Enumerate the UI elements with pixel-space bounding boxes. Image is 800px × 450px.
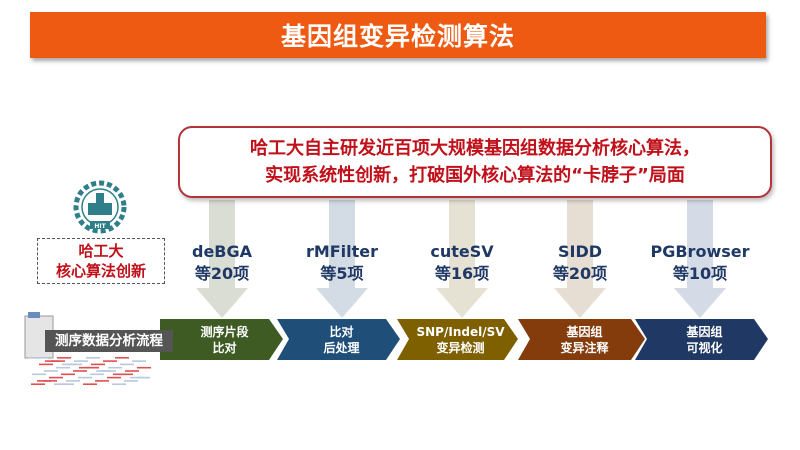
callout-box: 哈工大自主研发近百项大规模基因组数据分析核心算法， 实现系统性创新，打破国外核心… bbox=[178, 126, 772, 198]
stage-label-line-2: 后处理 bbox=[323, 341, 360, 355]
innovation-line-1: 哈工大 bbox=[78, 242, 124, 260]
stage-tool: PGBrowser 等10项 bbox=[640, 241, 760, 285]
read-mark bbox=[112, 383, 126, 385]
stage-label: 基因组 变异注释 bbox=[535, 324, 635, 356]
tool-name: cuteSV bbox=[430, 242, 494, 261]
stage-label: 测序片段 比对 bbox=[175, 324, 275, 356]
read-mark bbox=[85, 366, 99, 369]
innovation-box: 哈工大 核心算法创新 bbox=[37, 238, 165, 284]
read-mark bbox=[74, 360, 88, 362]
down-arrow-icon bbox=[316, 200, 368, 318]
stage-tool: cuteSV 等16项 bbox=[402, 241, 522, 285]
read-mark bbox=[73, 370, 87, 372]
tool-count: 等10项 bbox=[672, 264, 728, 283]
stage-label: 基因组 可视化 bbox=[655, 324, 755, 356]
read-mark bbox=[132, 360, 146, 362]
read-mark bbox=[32, 373, 46, 376]
tool-name: rMFilter bbox=[305, 242, 379, 261]
read-mark bbox=[66, 380, 80, 382]
read-mark bbox=[61, 373, 75, 376]
read-mark bbox=[137, 366, 151, 369]
tool-count: 等16项 bbox=[434, 264, 490, 283]
down-arrow-icon bbox=[436, 200, 488, 318]
stage-label-line-1: 比对 bbox=[329, 325, 354, 339]
read-mark bbox=[78, 376, 92, 379]
down-arrow-icon bbox=[554, 200, 606, 318]
pipeline-stage-chevron bbox=[277, 319, 400, 360]
callout-line-1: 哈工大自主研发近百项大规模基因组数据分析核心算法， bbox=[250, 138, 700, 159]
stage-label-line-2: 变异检测 bbox=[436, 341, 485, 355]
pipeline-stage-chevron bbox=[518, 319, 645, 360]
stage-label-line-2: 比对 bbox=[212, 341, 237, 355]
stage-label-line-1: SNP/Indel/SV bbox=[416, 325, 505, 339]
stage-tool: SIDD 等20项 bbox=[520, 241, 640, 285]
page-title: 基因组变异检测算法 bbox=[280, 22, 515, 51]
tool-name: PGBrowser bbox=[650, 242, 750, 261]
read-mark bbox=[83, 383, 97, 385]
read-mark bbox=[136, 376, 150, 379]
read-mark bbox=[90, 373, 104, 376]
tool-count: 等20项 bbox=[552, 264, 608, 283]
read-mark bbox=[51, 360, 65, 362]
stage-label: SNP/Indel/SV 变异检测 bbox=[411, 324, 511, 356]
down-arrow-icon bbox=[674, 200, 726, 318]
read-mark bbox=[115, 357, 129, 359]
read-mark bbox=[60, 383, 74, 385]
read-mark bbox=[120, 363, 134, 366]
tool-count: 等20项 bbox=[194, 264, 250, 283]
read-mark bbox=[57, 357, 71, 359]
read-mark bbox=[86, 357, 100, 359]
stage-tool: rMFilter 等5项 bbox=[282, 241, 402, 285]
tool-count: 等5项 bbox=[320, 264, 364, 283]
stage-label-line-2: 可视化 bbox=[686, 341, 723, 355]
read-mark bbox=[108, 366, 122, 369]
innovation-line-2: 核心算法创新 bbox=[55, 262, 146, 280]
read-mark bbox=[49, 376, 63, 379]
title-bar: 基因组变异检测算法 bbox=[30, 12, 766, 58]
read-mark bbox=[56, 366, 70, 369]
read-mark bbox=[124, 380, 138, 382]
svg-text:HIT: HIT bbox=[94, 223, 106, 230]
callout-line-2: 实现系统性创新，打破国外核心算法的“卡脖子”局面 bbox=[265, 165, 685, 186]
pipeline-stage-chevron bbox=[397, 319, 518, 360]
read-mark bbox=[102, 370, 116, 372]
read-mark bbox=[43, 380, 57, 382]
pipeline-label: 测序数据分析流程 bbox=[45, 330, 173, 352]
pipeline-stage-chevron bbox=[160, 319, 283, 360]
tool-name: deBGA bbox=[191, 242, 252, 261]
read-mark bbox=[91, 363, 105, 366]
down-arrow-icon bbox=[196, 200, 248, 318]
read-mark bbox=[107, 376, 121, 379]
stage-label-line-1: 测序片段 bbox=[200, 325, 249, 339]
read-mark bbox=[39, 363, 53, 366]
read-mark bbox=[31, 383, 45, 385]
read-mark bbox=[44, 370, 58, 372]
stage-tool: deBGA 等20项 bbox=[162, 241, 282, 285]
read-mark bbox=[68, 363, 82, 366]
stage-label: 比对 后处理 bbox=[292, 324, 392, 356]
read-mark bbox=[125, 370, 139, 372]
hit-logo: HIT bbox=[73, 180, 127, 234]
stage-label-line-1: 基因组 bbox=[566, 325, 603, 339]
pipeline-stage-chevron bbox=[635, 319, 768, 360]
stage-label-line-1: 基因组 bbox=[686, 325, 723, 339]
read-mark bbox=[34, 357, 48, 359]
sequencing-reads-icon bbox=[28, 357, 151, 385]
read-mark bbox=[95, 380, 109, 382]
stage-label-line-2: 变异注释 bbox=[560, 341, 609, 355]
read-mark bbox=[103, 360, 117, 362]
read-mark bbox=[119, 373, 133, 376]
tool-name: SIDD bbox=[557, 242, 603, 261]
